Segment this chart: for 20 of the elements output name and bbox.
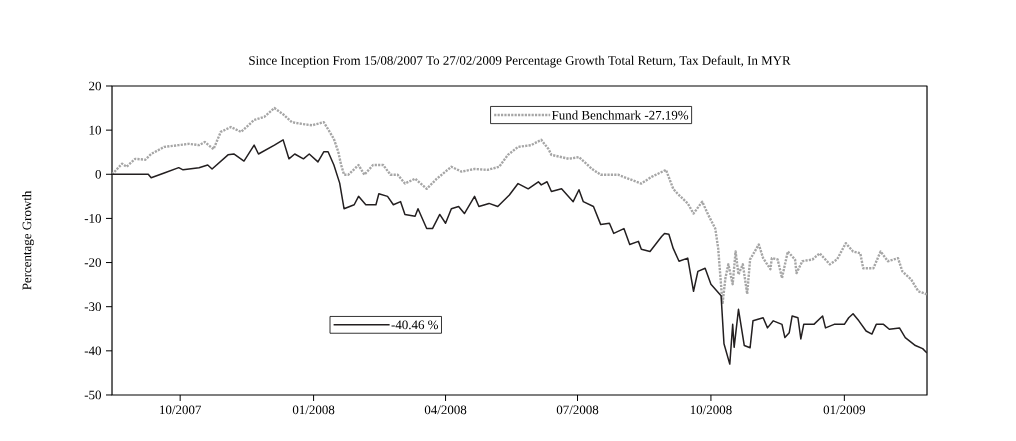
y-tick-label: -20 [84, 258, 101, 267]
x-tick-label: 01/2008 [292, 405, 335, 415]
y-tick-label: 10 [89, 125, 101, 135]
y-tick-label: -40 [84, 346, 101, 356]
y-tick-label: -50 [84, 390, 101, 400]
y-tick-label: -30 [84, 302, 101, 312]
chart-title: Since Inception From 15/08/2007 To 27/02/2009 Percentage Growth Total Return, Tax Default, In MYR [249, 55, 791, 68]
legend-label: Fund Benchmark -27.19% [551, 110, 689, 120]
y-tick-label: 0 [95, 169, 101, 179]
line-series [112, 106, 928, 306]
x-tick-label: 01/2009 [823, 405, 866, 415]
line-series [112, 139, 928, 365]
x-tick-label: 07/2008 [556, 405, 599, 415]
x-tick-label: 10/2008 [690, 405, 732, 415]
y-axis-title: Percentage Growth [22, 190, 34, 290]
x-tick-label: 10/2007 [160, 405, 202, 415]
x-tick-label: 04/2008 [424, 405, 467, 415]
y-tick-label: -10 [84, 214, 101, 223]
legend-label: -40.46 % [391, 320, 439, 330]
y-tick-label: 20 [89, 81, 101, 91]
